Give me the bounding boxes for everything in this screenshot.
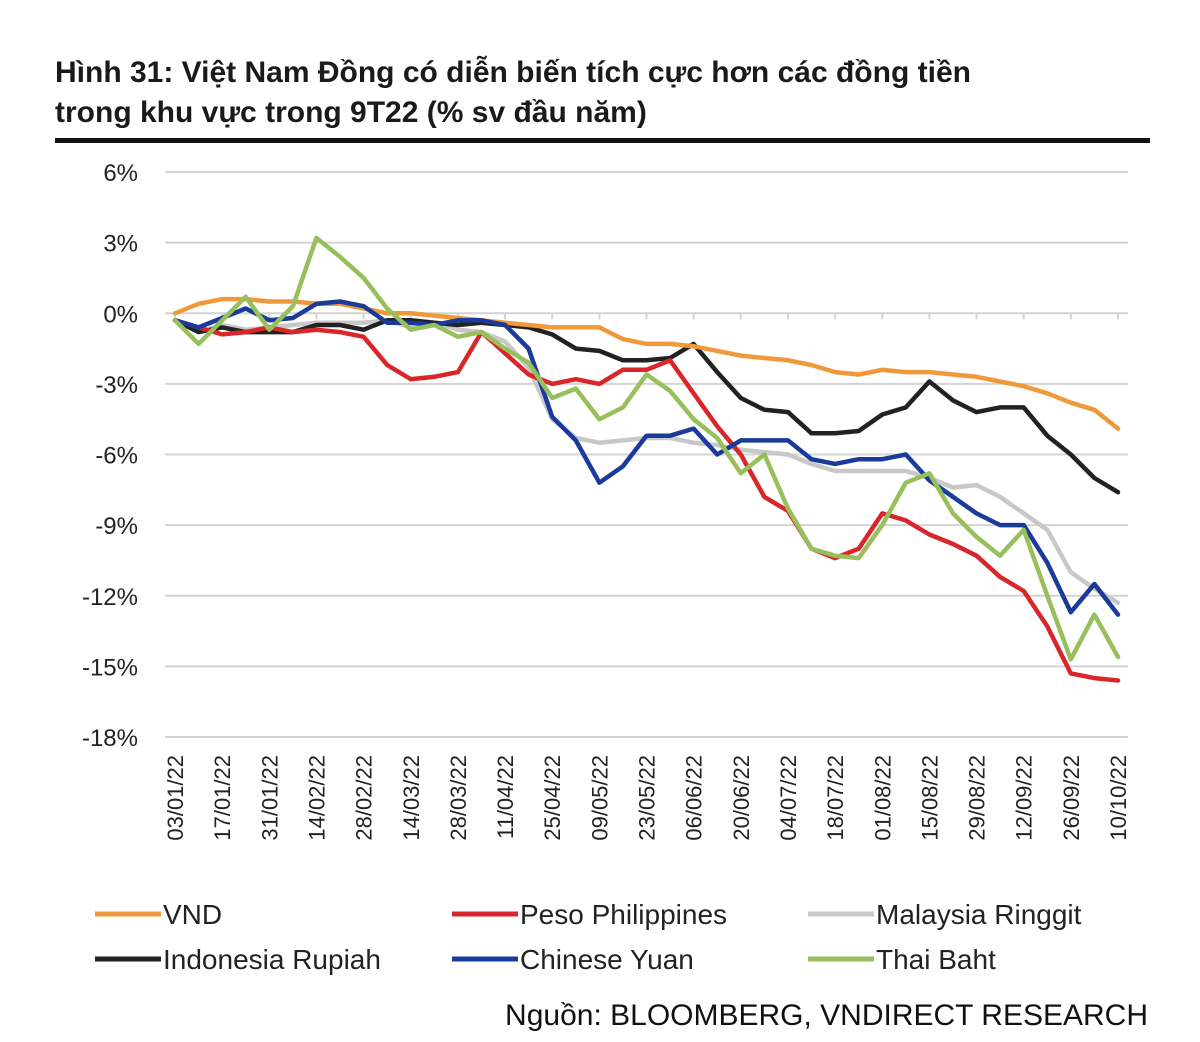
- chart-title-line-2: trong khu vực trong 9T22 (% sv đầu năm): [55, 96, 647, 129]
- legend-item: Peso Philippines: [452, 899, 727, 930]
- y-tick-label: -6%: [95, 443, 138, 470]
- y-tick-label: -3%: [95, 372, 138, 399]
- x-tick-label: 04/07/22: [776, 755, 801, 841]
- x-tick-label: 28/03/22: [446, 755, 471, 841]
- y-tick-label: 3%: [103, 231, 138, 258]
- series-line-thai-baht: [172, 235, 1121, 662]
- legend-label: Thai Baht: [876, 944, 996, 975]
- series-lines: [172, 235, 1121, 683]
- x-tick-label: 15/08/22: [917, 755, 942, 841]
- legend-label: Malaysia Ringgit: [876, 899, 1082, 930]
- x-tick-label: 10/10/22: [1106, 755, 1131, 841]
- legend-item: Chinese Yuan: [452, 944, 694, 975]
- legend-item: Malaysia Ringgit: [808, 899, 1082, 930]
- y-tick-label: 0%: [103, 301, 138, 328]
- series-line-chinese-yuan: [172, 299, 1121, 617]
- x-tick-label: 26/09/22: [1059, 755, 1084, 841]
- y-tick-label: -15%: [82, 654, 138, 681]
- x-tick-label: 11/04/22: [493, 755, 518, 839]
- x-tick-label: 25/04/22: [540, 755, 565, 841]
- x-tick-label: 31/01/22: [257, 755, 282, 841]
- x-tick-label: 12/09/22: [1012, 755, 1037, 841]
- x-axis-ticks: 03/01/22 17/01/22 31/01/22 14/02/22 28/02/22…: [163, 313, 1131, 841]
- x-tick-label: 14/02/22: [304, 755, 329, 841]
- series-line-malaysia-ringgit: [172, 318, 1121, 606]
- x-tick-label: 03/01/22: [163, 755, 188, 841]
- legend-label: Indonesia Rupiah: [163, 944, 381, 975]
- series-line-indonesia-rupiah: [172, 318, 1121, 495]
- legend-label: VND: [163, 899, 222, 930]
- x-tick-label: 18/07/22: [823, 755, 848, 841]
- y-tick-label: 6%: [103, 160, 138, 187]
- x-tick-label: 01/08/22: [870, 755, 895, 841]
- legend-item: VND: [95, 899, 222, 930]
- legend: VND Peso Philippines Malaysia Ringgit Indon…: [95, 899, 1082, 975]
- legend-label: Chinese Yuan: [520, 944, 694, 975]
- y-tick-label: -18%: [82, 725, 138, 752]
- y-axis-ticks: 6% 3% 0% -3% -6% -9% -12% -15% -18%: [82, 160, 138, 752]
- series-line-peso-philippines: [172, 318, 1121, 683]
- x-tick-label: 20/06/22: [729, 755, 754, 841]
- legend-item: Thai Baht: [808, 944, 996, 975]
- y-tick-label: -12%: [82, 584, 138, 611]
- title-rule: [55, 138, 1150, 143]
- x-tick-label: 28/02/22: [352, 755, 377, 841]
- y-tick-label: -9%: [95, 513, 138, 540]
- legend-item: Indonesia Rupiah: [95, 944, 381, 975]
- x-tick-label: 29/08/22: [965, 755, 990, 841]
- x-tick-label: 14/03/22: [399, 755, 424, 841]
- x-tick-label: 09/05/22: [587, 755, 612, 841]
- chart-title-line-1: Hình 31: Việt Nam Đồng có diễn biến tích…: [55, 55, 971, 89]
- legend-label: Peso Philippines: [520, 899, 727, 930]
- x-tick-label: 17/01/22: [210, 755, 235, 841]
- x-tick-label: 06/06/22: [682, 755, 707, 841]
- source-note: Nguồn: BLOOMBERG, VNDIRECT RESEARCH: [505, 999, 1148, 1032]
- x-tick-label: 23/05/22: [635, 755, 660, 841]
